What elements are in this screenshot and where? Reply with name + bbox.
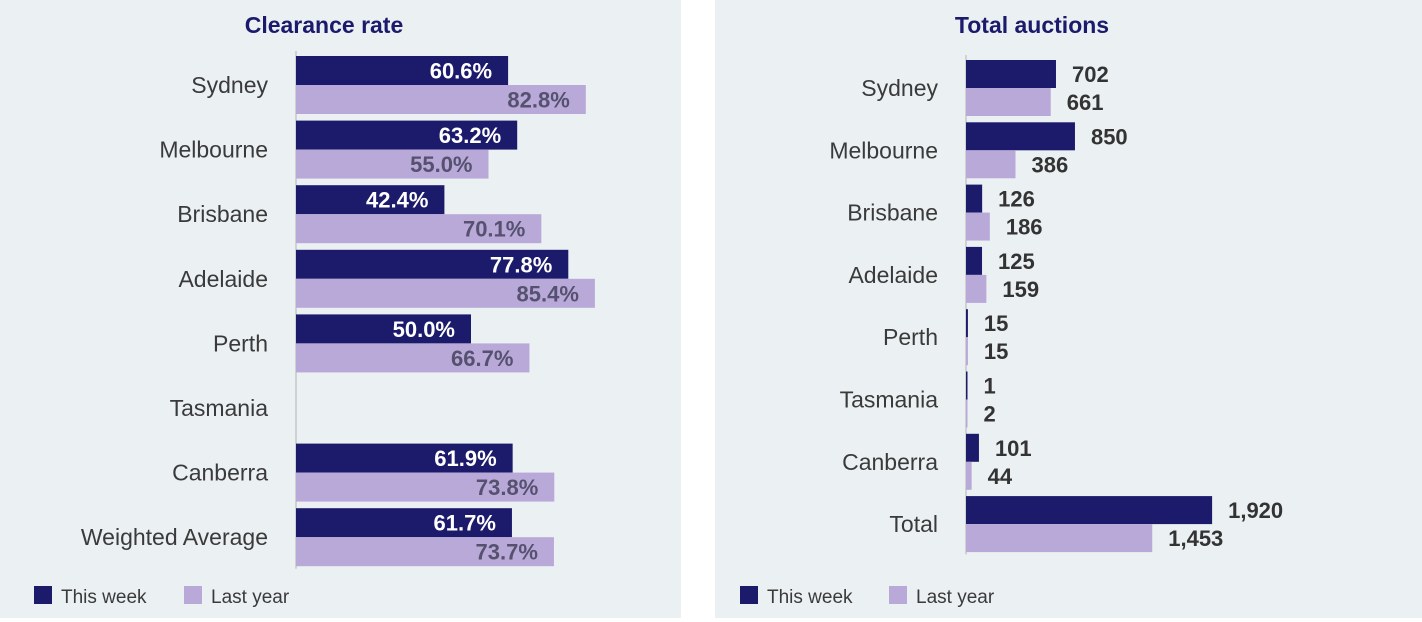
data-label: 73.8% [476,475,538,500]
bar-last-year [296,278,595,308]
legend-label: Last year [211,587,290,608]
data-label: 15 [984,311,1008,336]
bar-last-year [296,214,542,244]
data-label: 1,920 [1228,498,1283,523]
legend-label: Last year [916,587,995,608]
data-label: 85.4% [517,281,579,306]
category-label: Brisbane [847,200,938,226]
data-label: 126 [998,187,1035,212]
bar-last-year [966,399,968,428]
legend-label: This week [61,587,147,608]
bar-last-year [966,150,1016,179]
data-label: 386 [1031,152,1068,177]
bar-this-week [296,314,471,344]
clearance-rate-chart: Clearance rate Sydney 60.6% 82.8% Melbourne 6… [34,12,595,608]
data-label: 42.4% [366,188,428,213]
category-label: Total [889,511,938,537]
bar-this-week [966,433,979,462]
bar-this-week [296,443,513,473]
category-label: Weighted Average [81,524,268,550]
bar-last-year [966,524,1153,553]
data-label: 70.1% [463,217,525,242]
data-label: 125 [998,249,1035,274]
legend-swatch [740,586,758,604]
data-label: 850 [1091,124,1128,149]
bar-last-year [966,337,968,366]
bar-last-year [966,212,990,241]
category-label: Brisbane [177,201,268,227]
category-label: Canberra [842,449,938,475]
legend-swatch [34,586,52,604]
bar-this-week [966,496,1213,525]
bar-this-week [966,309,968,338]
clearance-rate-panel: Clearance rate Sydney 60.6% 82.8% Melbourne 6… [0,0,681,618]
bar-this-week [966,184,983,213]
data-label: 50.0% [393,317,455,342]
legend-swatch [889,586,907,604]
chart-title: Total auctions [955,12,1109,38]
bar-this-week [296,508,512,538]
data-label: 55.0% [410,152,472,177]
data-label: 82.8% [507,88,569,113]
data-label: 73.7% [476,540,538,565]
legend-label: This week [767,587,853,608]
bar-last-year [966,88,1051,116]
bar-this-week [966,60,1056,88]
data-label: 66.7% [451,346,513,371]
total-auctions-panel: Total auctions Sydney 702 661 Melbourne 850 38… [715,0,1422,618]
data-label: 15 [984,339,1008,364]
bar-last-year [296,537,554,567]
category-label: Sydney [191,72,268,98]
category-label: Melbourne [829,137,938,163]
data-label: 101 [995,436,1032,461]
category-label: Perth [883,324,938,350]
data-label: 44 [988,464,1013,489]
data-label: 77.8% [490,252,552,277]
data-label: 63.2% [439,123,501,148]
legend-swatch [184,586,202,604]
category-label: Tasmania [170,395,269,421]
chart-title: Clearance rate [245,12,404,38]
category-label: Canberra [172,460,268,486]
data-label: 186 [1006,215,1043,240]
data-label: 1,453 [1168,526,1223,551]
bar-last-year [296,149,489,179]
data-label: 61.9% [434,446,496,471]
data-label: 2 [984,402,996,427]
data-label: 1 [984,374,996,399]
bar-last-year [296,85,586,114]
bar-this-week [296,249,569,279]
bar-last-year [966,461,972,490]
category-label: Perth [213,330,268,356]
bar-this-week [966,122,1075,151]
data-label: 159 [1002,277,1039,302]
bar-this-week [966,371,968,400]
data-label: 702 [1072,62,1109,87]
category-label: Melbourne [159,137,268,163]
data-label: 61.7% [434,511,496,536]
bar-last-year [296,472,555,502]
category-label: Sydney [861,75,938,101]
data-label: 60.6% [430,59,492,84]
total-auctions-chart: Total auctions Sydney 702 661 Melbourne 850 38… [740,12,1283,608]
bar-this-week [296,185,445,215]
bar-last-year [966,274,987,303]
bar-last-year [296,343,530,373]
bar-this-week [296,120,518,150]
bar-this-week [296,56,509,85]
data-label: 661 [1067,90,1104,115]
category-label: Adelaide [848,262,938,288]
category-label: Adelaide [178,266,268,292]
bar-this-week [966,246,983,275]
category-label: Tasmania [840,387,939,413]
